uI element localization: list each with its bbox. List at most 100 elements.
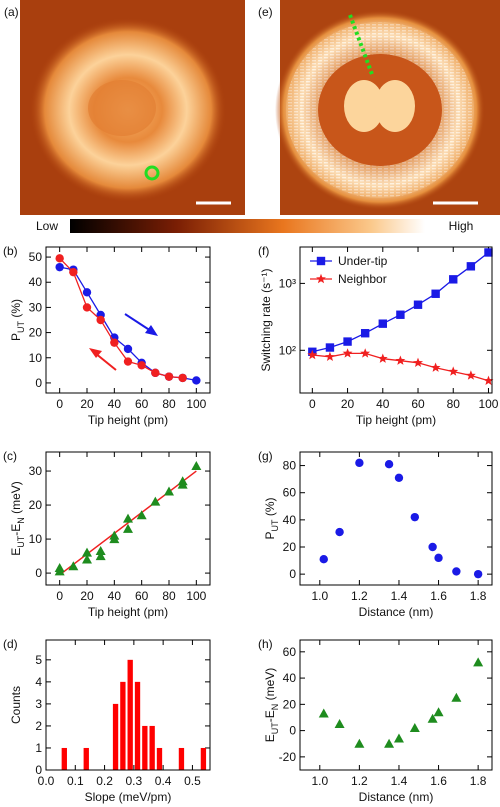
y-tick-label: 20 (283, 540, 297, 554)
marker (151, 368, 160, 378)
marker (110, 338, 119, 347)
marker (473, 657, 484, 667)
x-tick-label: 0.2 (96, 774, 113, 788)
x-tick-label: 0 (309, 397, 316, 411)
y-tick-label: 5 (35, 653, 42, 667)
y-tick-label: 2 (35, 719, 42, 733)
marker (434, 553, 443, 563)
x-tick-label: 100 (186, 397, 206, 411)
marker (335, 527, 344, 537)
y-tick-label: 0 (289, 724, 296, 738)
marker (68, 561, 79, 571)
hist-bar (120, 681, 126, 770)
arrow (124, 313, 158, 336)
x-tick-label: 20 (341, 397, 355, 411)
x-tick-label: 80 (162, 397, 176, 411)
y-tick-label: 10³ (279, 276, 296, 290)
marker (413, 357, 423, 367)
marker (413, 300, 423, 309)
axis-label-part: -E (9, 524, 23, 536)
marker (82, 303, 92, 312)
hist-bar (142, 725, 148, 770)
hist-bar (83, 747, 89, 770)
x-tick-label: 1.6 (430, 589, 447, 603)
hist-bar (134, 681, 141, 770)
y-axis-label: PUT (%) (9, 299, 26, 341)
y-tick-label: 0 (35, 566, 42, 580)
axis-label-part: UT (16, 320, 26, 332)
axis-label-part: UT (270, 722, 280, 734)
marker (82, 288, 92, 297)
marker (378, 319, 387, 328)
marker (448, 366, 459, 376)
y-tick-label: 1 (35, 741, 42, 755)
marker (319, 555, 328, 564)
line-cut (348, 14, 375, 78)
colorbar-high: High (449, 219, 474, 233)
marker (123, 344, 133, 354)
x-tick-label: 40 (376, 397, 390, 411)
marker (466, 262, 476, 271)
y-tick-label: 10² (279, 343, 296, 357)
x-tick-label: 20 (80, 397, 94, 411)
marker (473, 569, 483, 579)
hist-bar (127, 659, 133, 770)
y-tick-label: 80 (283, 459, 297, 473)
x-axis-label: Tip height (pm) (88, 605, 168, 619)
x-tick-label: 40 (108, 397, 122, 411)
plot-frame (45, 639, 211, 771)
marker (428, 542, 437, 552)
x-tick-label: 0.4 (155, 774, 172, 788)
marker (177, 476, 188, 486)
marker (433, 707, 444, 717)
panel-label: (g) (258, 449, 273, 463)
x-tick-label: 1.2 (351, 589, 368, 603)
axis-label-part: E (263, 734, 277, 742)
arrow (89, 348, 117, 371)
colorbar-low: Low (36, 219, 58, 233)
x-tick-label: 1.0 (311, 774, 328, 788)
marker (82, 554, 92, 564)
x-tick-label: 1.0 (311, 589, 328, 603)
marker (55, 254, 64, 263)
marker (343, 337, 352, 346)
plot-frame (45, 451, 211, 586)
marker (395, 355, 406, 365)
marker (318, 708, 329, 718)
legend-label: Under-tip (338, 254, 388, 268)
x-tick-label: 0.0 (38, 774, 55, 788)
y-tick-label: 0 (289, 567, 296, 581)
axis-label-part: N (16, 517, 26, 524)
plot-frame (299, 246, 493, 394)
marker (95, 551, 106, 561)
marker (431, 289, 440, 298)
axis-label-part: Switching rate (s⁻¹) (259, 268, 273, 371)
x-tick-label: 20 (80, 589, 94, 603)
y-tick-label: -20 (279, 750, 297, 764)
axis-label-part: (%) (9, 299, 23, 321)
marker (325, 351, 335, 361)
marker (307, 349, 318, 360)
legend-label: Neighbor (338, 272, 387, 286)
axis-label-part: (%) (263, 497, 277, 519)
y-tick-label: 40 (29, 275, 43, 289)
panel-label: (b) (3, 244, 18, 258)
marker (316, 273, 326, 284)
marker (360, 348, 371, 358)
marker (178, 373, 187, 383)
marker (427, 713, 438, 723)
panel-label: (e) (258, 5, 273, 19)
marker (136, 510, 147, 520)
marker (164, 486, 174, 496)
x-tick-label: 1.6 (430, 774, 447, 788)
marker (396, 310, 405, 319)
axis-label-part: N (270, 704, 280, 711)
axis-label-part: (meV) (9, 481, 23, 517)
y-tick-label: 20 (283, 697, 297, 711)
x-axis-label: Distance (nm) (359, 790, 434, 804)
axis-label-part: UT (16, 535, 26, 547)
marker (354, 738, 365, 748)
marker (449, 275, 458, 284)
axis-label-part: -E (263, 710, 277, 722)
marker (54, 562, 65, 572)
